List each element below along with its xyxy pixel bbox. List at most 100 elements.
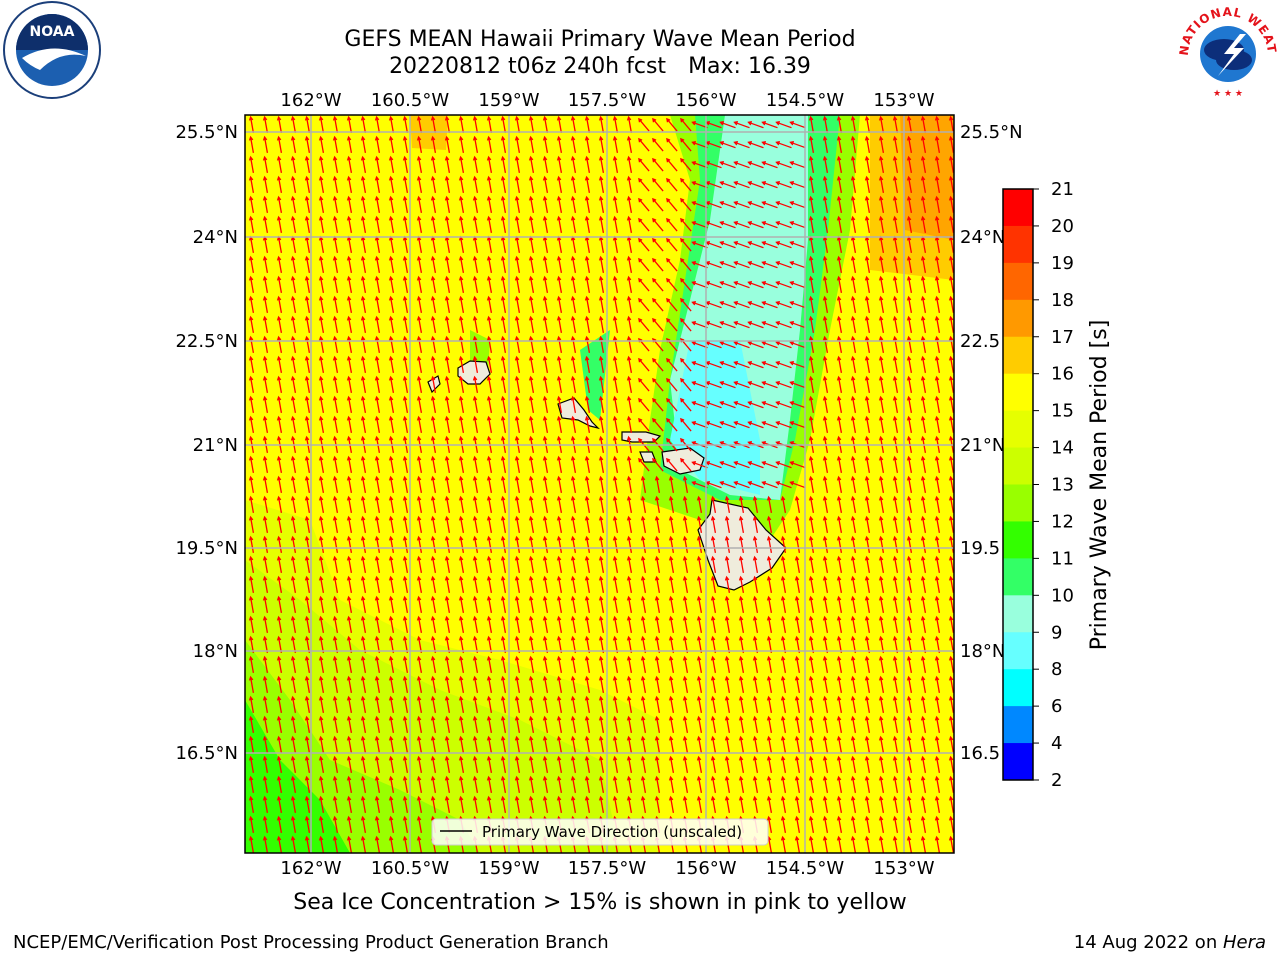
wave-arrow <box>248 455 255 474</box>
wave-arrow <box>892 555 899 574</box>
wave-arrow <box>542 495 549 514</box>
wave-arrow <box>332 795 339 814</box>
wave-arrow <box>402 475 409 494</box>
wave-arrow <box>747 341 764 349</box>
wave-arrow <box>486 255 493 274</box>
wave-arrow <box>528 655 535 674</box>
wave-arrow <box>864 695 871 714</box>
wave-arrow <box>878 615 885 634</box>
wave-arrow <box>775 261 792 269</box>
wave-arrow <box>402 155 409 174</box>
wave-arrow <box>780 715 787 734</box>
wave-arrow <box>514 255 521 274</box>
wave-arrow <box>808 155 815 174</box>
wave-arrow <box>920 115 927 134</box>
wave-arrow <box>500 115 507 134</box>
wave-arrow <box>906 375 913 394</box>
wave-arrow <box>612 455 619 474</box>
wave-arrow <box>402 395 409 414</box>
wave-arrow <box>612 595 619 614</box>
colorbar-tick-label: 8 <box>1051 659 1062 680</box>
wave-arrow <box>388 475 395 494</box>
wave-arrow <box>444 775 451 794</box>
wave-arrow <box>458 755 465 774</box>
wave-arrow <box>668 555 675 574</box>
wave-arrow <box>906 355 913 374</box>
wave-arrow <box>402 775 409 794</box>
wave-arrow <box>640 695 647 714</box>
map-frame <box>244 114 955 854</box>
wave-arrow <box>892 375 899 394</box>
wave-arrow <box>733 201 750 209</box>
wave-arrow <box>892 655 899 674</box>
wave-arrow <box>696 535 703 554</box>
wave-arrow <box>486 755 493 774</box>
wave-arrow <box>248 335 255 354</box>
wave-arrow <box>906 295 913 314</box>
wave-arrow <box>766 795 773 814</box>
wave-arrow <box>948 595 954 614</box>
wave-arrow <box>514 215 521 234</box>
wave-arrow <box>388 735 395 754</box>
wave-arrow <box>738 535 745 554</box>
wave-arrow <box>500 335 507 354</box>
wave-arrow <box>514 135 521 154</box>
wave-arrow <box>290 695 297 714</box>
wave-arrow <box>668 715 675 734</box>
wave-arrow <box>878 375 885 394</box>
wave-arrow <box>346 335 353 354</box>
wave-arrow <box>638 117 650 132</box>
wave-arrow <box>290 475 297 494</box>
wave-arrow <box>920 155 927 174</box>
wave-arrow <box>262 115 269 134</box>
wave-arrow <box>542 555 549 574</box>
wave-arrow <box>332 155 339 174</box>
wave-arrow <box>388 135 395 154</box>
wave-arrow <box>920 395 927 414</box>
wave-arrow <box>444 175 451 194</box>
wave-arrow <box>934 415 941 434</box>
wave-arrow <box>668 755 675 774</box>
wave-arrow <box>640 495 647 514</box>
wave-arrow <box>747 321 764 329</box>
wave-arrow <box>276 515 283 534</box>
wave-arrow <box>724 595 731 614</box>
wave-arrow <box>836 475 843 494</box>
wave-arrow <box>864 175 871 194</box>
wave-arrow <box>570 155 577 174</box>
wave-arrow <box>290 795 297 814</box>
wave-arrow <box>666 137 678 152</box>
wave-arrow <box>402 375 409 394</box>
wave-arrow <box>374 295 381 314</box>
wave-arrow <box>276 715 283 734</box>
wave-arrow <box>458 495 465 514</box>
wave-arrow <box>276 455 283 474</box>
wave-arrow <box>710 755 717 774</box>
wave-arrow <box>724 655 731 674</box>
wave-arrow <box>318 355 325 374</box>
wave-arrow <box>822 475 829 494</box>
wave-arrow <box>500 555 507 574</box>
wave-arrow <box>850 555 857 574</box>
wave-arrow <box>486 695 493 714</box>
wave-arrow <box>906 815 913 834</box>
wave-arrow <box>514 695 521 714</box>
wave-arrow <box>864 675 871 694</box>
wave-arrow <box>430 775 437 794</box>
wave-arrow <box>528 695 535 714</box>
wave-arrow <box>948 535 954 554</box>
wave-arrow <box>514 155 521 174</box>
wave-arrow <box>388 555 395 574</box>
wave-arrow <box>556 275 563 294</box>
wave-arrow <box>276 655 283 674</box>
wave-arrow <box>948 615 954 634</box>
wave-arrow <box>374 215 381 234</box>
wave-arrow <box>766 575 773 594</box>
colorbar-tick-label: 14 <box>1051 438 1074 459</box>
wave-arrow <box>416 815 423 834</box>
wave-arrow <box>584 255 591 274</box>
wave-arrow <box>761 341 778 349</box>
wave-arrow <box>822 775 829 794</box>
wave-arrow <box>640 575 647 594</box>
wave-arrow <box>276 835 283 853</box>
